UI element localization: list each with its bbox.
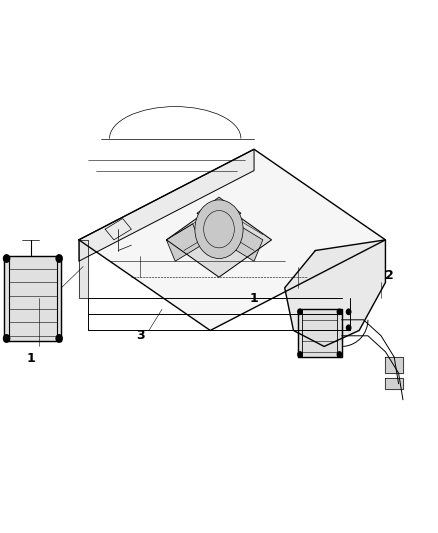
Circle shape bbox=[337, 352, 342, 357]
Polygon shape bbox=[4, 256, 61, 341]
Circle shape bbox=[56, 255, 62, 262]
Circle shape bbox=[337, 309, 342, 314]
Text: 1: 1 bbox=[250, 292, 258, 305]
Polygon shape bbox=[228, 224, 263, 261]
Polygon shape bbox=[385, 378, 403, 389]
Polygon shape bbox=[166, 203, 272, 277]
Text: 3: 3 bbox=[136, 329, 145, 342]
Polygon shape bbox=[285, 240, 385, 346]
Polygon shape bbox=[79, 149, 385, 330]
Circle shape bbox=[4, 255, 10, 262]
Circle shape bbox=[56, 335, 62, 342]
Polygon shape bbox=[298, 309, 342, 357]
Polygon shape bbox=[79, 149, 254, 261]
Circle shape bbox=[298, 309, 302, 314]
Polygon shape bbox=[79, 240, 88, 298]
Circle shape bbox=[195, 200, 243, 259]
Polygon shape bbox=[385, 357, 403, 373]
Circle shape bbox=[4, 335, 10, 342]
Circle shape bbox=[298, 352, 302, 357]
Text: 2: 2 bbox=[385, 270, 394, 282]
Polygon shape bbox=[197, 197, 241, 229]
Circle shape bbox=[346, 309, 351, 314]
Polygon shape bbox=[166, 224, 201, 261]
Polygon shape bbox=[105, 219, 131, 240]
Circle shape bbox=[346, 325, 351, 330]
Text: 1: 1 bbox=[26, 352, 35, 365]
